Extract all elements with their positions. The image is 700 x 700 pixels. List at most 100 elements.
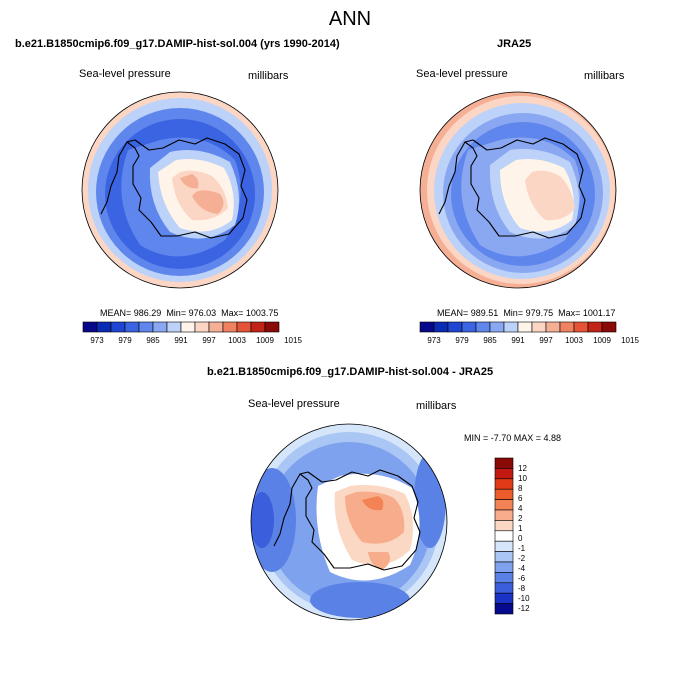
panel1-tick-label: 997 — [202, 336, 216, 345]
diff-tick-label: 2 — [518, 514, 523, 523]
panel2-colorbar-box — [503, 321, 519, 333]
panel2-map — [419, 91, 617, 289]
panel1-min: Min= 976.03 — [166, 308, 217, 318]
diff-tick-label: 8 — [518, 484, 523, 493]
diff-colorbar-box — [494, 561, 514, 573]
panel1-colorbar-box — [250, 321, 266, 333]
diff-map — [250, 423, 448, 621]
panel1-colorbar-box — [264, 321, 280, 333]
panel2-variable-label: Sea-level pressure — [416, 68, 508, 80]
panel2-tick-label: 973 — [427, 336, 441, 345]
panel1-tick-label: 1009 — [256, 336, 274, 345]
panel2-colorbar-box — [587, 321, 603, 333]
panel2-mean: MEAN= 989.51 — [437, 308, 499, 318]
diff-colorbar-box — [494, 520, 514, 532]
diff-tick-label: -6 — [518, 574, 526, 583]
panel2-tick-label: 1003 — [565, 336, 583, 345]
panel2-colorbar-box — [433, 321, 449, 333]
diff-tick-label: -1 — [518, 544, 526, 553]
panel2-colorbar-box — [545, 321, 561, 333]
panel2-tick-label: 979 — [455, 336, 469, 345]
diff-colorbar-box — [494, 457, 514, 469]
panel2-colorbar-box — [601, 321, 617, 333]
diff-tick-label: 12 — [518, 464, 527, 473]
panel1-tick-label: 1003 — [228, 336, 246, 345]
panel1-units-label: millibars — [248, 70, 289, 82]
diff-tick-label: 4 — [518, 504, 523, 513]
panel1-tick-label: 1015 — [284, 336, 302, 345]
diff-colorbar-box — [494, 582, 514, 594]
panel2-colorbar-box — [559, 321, 575, 333]
panel1-colorbar-box — [152, 321, 168, 333]
diff-tick-label: -8 — [518, 584, 526, 593]
diff-tick-label: 1 — [518, 524, 523, 533]
panel2-tick-label: 1015 — [621, 336, 639, 345]
diff-colorbar-box — [494, 592, 514, 604]
diff-colorbar-box — [494, 551, 514, 563]
panel1-colorbar-box — [124, 321, 140, 333]
panel2-colorbar-box — [517, 321, 533, 333]
panel1-colorbar-box — [82, 321, 98, 333]
panel2-colorbar-box — [531, 321, 547, 333]
diff-colorbar-box — [494, 468, 514, 480]
panel1-colorbar-box — [166, 321, 182, 333]
panel1-colorbar-box — [110, 321, 126, 333]
panel2-tick-label: 991 — [511, 336, 525, 345]
panel1-mean: MEAN= 986.29 — [100, 308, 162, 318]
diff-colorbar-box — [494, 540, 514, 552]
panel1-map — [81, 91, 279, 289]
main-title: ANN — [328, 8, 372, 30]
panel1-colorbar — [82, 321, 280, 333]
panel2-units-label: millibars — [584, 70, 625, 82]
diff-tick-label: -2 — [518, 554, 526, 563]
panel2-colorbar — [419, 321, 617, 333]
panel1-colorbar-box — [236, 321, 252, 333]
diff-title: b.e21.B1850cmip6.f09_g17.DAMIP-hist-sol.… — [206, 366, 494, 378]
panel2-colorbar-box — [573, 321, 589, 333]
panel2-max: Max= 1001.17 — [558, 308, 616, 318]
panel2-min: Min= 979.75 — [503, 308, 554, 318]
panel2-tick-label: 985 — [483, 336, 497, 345]
panel1-variable-label: Sea-level pressure — [79, 68, 171, 80]
diff-colorbar-box — [494, 603, 514, 615]
diff-tick-label: -4 — [518, 564, 526, 573]
diff-tick-label: 6 — [518, 494, 523, 503]
panel2-tick-label: 997 — [539, 336, 553, 345]
panel1-stats: MEAN= 986.29 Min= 976.03 Max= 1003.75 — [100, 308, 278, 318]
panel2-case-title: JRA25 — [497, 38, 532, 50]
diff-units-label: millibars — [416, 400, 457, 412]
diff-tick-label: -12 — [518, 604, 530, 613]
panel1-colorbar-box — [138, 321, 154, 333]
diff-tick-label: 0 — [518, 534, 523, 543]
panel2-colorbar-box — [475, 321, 491, 333]
panel1-colorbar-box — [208, 321, 224, 333]
diff-colorbar-box — [494, 530, 514, 542]
diff-colorbar-box — [494, 478, 514, 490]
panel1-colorbar-box — [194, 321, 210, 333]
diff-colorbar-box — [494, 509, 514, 521]
panel1-colorbar-box — [222, 321, 238, 333]
panel2-tick-label: 1009 — [593, 336, 611, 345]
diff-tick-label: 10 — [518, 474, 527, 483]
panel1-colorbar-box — [180, 321, 196, 333]
panel2-colorbar-box — [489, 321, 505, 333]
diff-tick-label: -10 — [518, 594, 530, 603]
diff-minmax: MIN = -7.70 MAX = 4.88 — [464, 433, 562, 443]
panel1-tick-label: 979 — [118, 336, 132, 345]
diff-colorbar-box — [494, 488, 514, 500]
panel1-tick-label: 985 — [146, 336, 160, 345]
panel1-tick-label: 991 — [174, 336, 188, 345]
diff-variable-label: Sea-level pressure — [248, 398, 340, 410]
panel2-colorbar-box — [447, 321, 463, 333]
diff-colorbar-box — [494, 572, 514, 584]
panel2-colorbar-box — [419, 321, 435, 333]
panel1-tick-label: 973 — [90, 336, 104, 345]
diff-colorbar — [494, 457, 514, 615]
panel2-stats: MEAN= 989.51 Min= 979.75 Max= 1001.17 — [437, 308, 615, 318]
panel1-max: Max= 1003.75 — [221, 308, 279, 318]
diff-colorbar-box — [494, 499, 514, 511]
panel1-case-title: b.e21.B1850cmip6.f09_g17.DAMIP-hist-sol.… — [15, 38, 340, 50]
panel2-colorbar-box — [461, 321, 477, 333]
panel1-colorbar-box — [96, 321, 112, 333]
